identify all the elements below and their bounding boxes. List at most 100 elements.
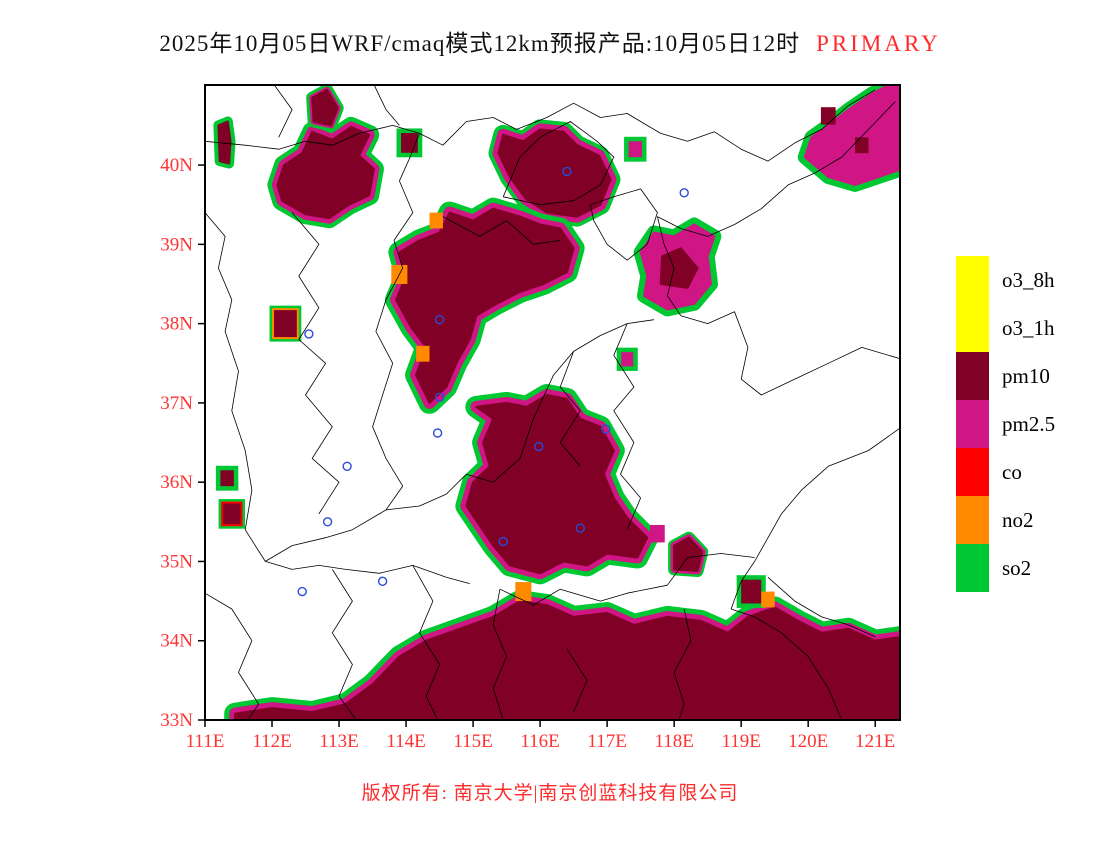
lon-tick-label: 111E xyxy=(186,731,225,752)
lon-tick-label: 121E xyxy=(855,731,895,752)
boundary-line xyxy=(442,216,561,245)
boundary-line xyxy=(559,351,581,467)
boundary-line xyxy=(566,648,588,713)
lon-tick-label: 114E xyxy=(386,731,425,752)
legend-swatch-so2 xyxy=(956,544,989,592)
city-marker xyxy=(679,188,689,198)
lat-tick-label: 34N xyxy=(160,631,193,652)
region-top-right-liaoning xyxy=(803,85,900,186)
speck-no2 xyxy=(429,212,443,229)
region-west-edge-strip xyxy=(217,120,232,165)
city-marker xyxy=(432,428,443,438)
speck-pm10 xyxy=(855,137,869,154)
legend-item-o3_1h: o3_1h xyxy=(956,304,1055,352)
page-title: 2025年10月05日WRF/cmaq模式12km预报产品:10月05日12时 P… xyxy=(0,24,1100,58)
legend-label: o3_8h xyxy=(1002,267,1055,292)
speck-no2 xyxy=(761,591,775,608)
speck-pm10 xyxy=(274,310,297,338)
boundary-line xyxy=(499,553,755,606)
lat-tick-label: 37N xyxy=(160,393,193,414)
city-marker xyxy=(434,315,445,325)
lon-tick-label: 113E xyxy=(319,731,358,752)
city-marker xyxy=(575,523,585,533)
legend-swatch-o3_1h xyxy=(956,304,989,352)
boundary-line xyxy=(265,509,387,562)
lon-tick-label: 118E xyxy=(654,731,693,752)
region-linyi-spot xyxy=(673,536,704,572)
lon-tick-label: 115E xyxy=(453,731,492,752)
boundary-line xyxy=(205,89,876,162)
legend-label: pm10 xyxy=(1002,363,1050,388)
boundary-line xyxy=(205,592,260,720)
speck-pm10 xyxy=(820,107,836,125)
lon-tick-label: 116E xyxy=(520,731,559,752)
city-marker xyxy=(562,166,572,177)
lat-tick-label: 40N xyxy=(160,155,193,176)
legend-label: pm2.5 xyxy=(1002,411,1056,436)
boundary-line xyxy=(372,133,420,511)
region-central-hebei xyxy=(395,207,575,404)
boundary-line xyxy=(613,323,641,530)
legend-label: o3_1h xyxy=(1002,315,1055,340)
lon-tick-label: 117E xyxy=(587,731,626,752)
lat-tick-label: 33N xyxy=(160,710,193,731)
legend-item-pm2_5: pm2.5 xyxy=(956,400,1055,448)
legend-swatch-pm2_5 xyxy=(956,400,989,448)
forecast-map: 111E 112E 113E 114E 115E 116E 117E 118E 119E 120E… xyxy=(160,84,901,752)
speck-pm2_5 xyxy=(650,524,665,543)
speck-no2 xyxy=(515,582,532,602)
city-marker xyxy=(377,576,388,586)
legend-item-pm10: pm10 xyxy=(956,352,1055,400)
region-nw-shanxi-north xyxy=(311,88,339,127)
legend-label: no2 xyxy=(1002,507,1034,532)
boundary-line xyxy=(331,569,357,720)
lat-tick-label: 39N xyxy=(160,234,193,255)
city-marker xyxy=(342,461,352,471)
speck-pm10 xyxy=(223,503,241,525)
legend-label: co xyxy=(1002,459,1022,484)
title-text: 2025年10月05日WRF/cmaq模式12km预报产品:10月05日12时 xyxy=(159,31,801,56)
boundary-line xyxy=(590,188,658,261)
city-marker xyxy=(304,329,314,339)
legend-label: so2 xyxy=(1002,555,1032,580)
map-content xyxy=(205,85,900,720)
boundary-line xyxy=(291,212,340,515)
region-south-central xyxy=(465,394,649,575)
city-marker xyxy=(498,536,508,547)
boundary-line xyxy=(767,577,876,638)
legend-item-co: co xyxy=(956,448,1055,496)
legend-swatch-o3_8h xyxy=(956,256,989,304)
legend-swatch-co xyxy=(956,448,989,496)
region-bottom-band xyxy=(234,600,900,720)
speck-pm2_5 xyxy=(621,352,634,367)
boundary-line xyxy=(385,319,655,511)
legend-swatch-pm10 xyxy=(956,352,989,400)
lat-tick-label: 36N xyxy=(160,472,193,493)
pollutant-legend: o3_8h o3_1h pm10 pm2.5 co no2 so2 xyxy=(956,256,1055,592)
speck-pm10 xyxy=(741,579,762,604)
boundary-line xyxy=(673,608,692,720)
title-primary-tag: PRIMARY xyxy=(816,31,941,56)
boundary-line xyxy=(730,427,900,720)
city-marker xyxy=(322,517,333,527)
city-marker xyxy=(601,424,611,434)
boundary-line xyxy=(657,216,900,396)
speck-pm10 xyxy=(220,470,234,487)
city-marker xyxy=(534,441,544,452)
lon-tick-label: 112E xyxy=(252,731,291,752)
boundary-line xyxy=(273,85,293,138)
lon-tick-label: 119E xyxy=(721,731,760,752)
speck-pm10 xyxy=(401,132,418,153)
region-nw-shanxi xyxy=(276,126,375,220)
lat-tick-label: 35N xyxy=(160,551,193,572)
copyright-footer: 版权所有: 南京大学|南京创蓝科技有限公司 xyxy=(361,783,739,804)
lat-tick-label: 38N xyxy=(160,314,193,335)
boundary-line xyxy=(502,121,615,206)
speck-no2 xyxy=(416,345,430,362)
legend-item-o3_8h: o3_8h xyxy=(956,256,1055,304)
legend-swatch-no2 xyxy=(956,496,989,544)
boundary-line xyxy=(373,85,400,126)
city-marker xyxy=(434,392,445,402)
legend-item-so2: so2 xyxy=(956,544,1055,592)
legend-item-no2: no2 xyxy=(956,496,1055,544)
